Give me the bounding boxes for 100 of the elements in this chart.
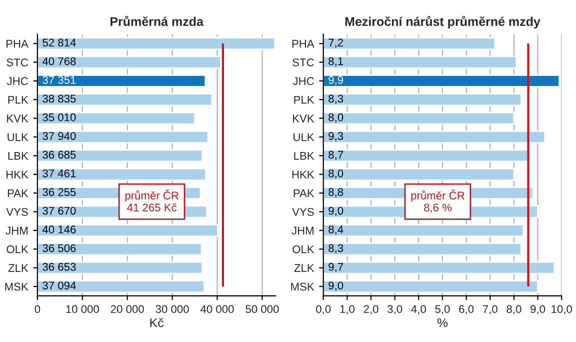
- bar: [37, 74, 206, 88]
- data-label: 8,7: [328, 150, 343, 160]
- data-label: 36 255: [42, 188, 76, 196]
- x-tick-label: 2,0: [364, 305, 378, 314]
- chart-title: Meziroční nárůst průměrné mzdy: [345, 16, 540, 28]
- data-label: 9,0: [328, 206, 344, 216]
- y-tick-label: HKK: [6, 170, 28, 178]
- data-label: 36 653: [42, 262, 76, 271]
- y-tick-label: OLK: [292, 245, 314, 254]
- bar: [37, 280, 205, 293]
- x-tick-label: 8,0: [506, 305, 522, 314]
- data-label: 8,3: [328, 244, 344, 254]
- bar: [37, 224, 219, 237]
- bar: [37, 112, 196, 125]
- bar: [323, 168, 515, 181]
- x-tick-label: 10 000: [66, 305, 99, 314]
- x-tick-label: 5,0: [435, 305, 450, 314]
- x-tick-label: 9,0: [530, 305, 546, 314]
- y-tick-label: JHM: [292, 226, 314, 235]
- data-label: 36 685: [42, 150, 76, 159]
- y-tick-label: KVK: [7, 114, 28, 122]
- y-tick-label: JHC: [292, 77, 314, 86]
- data-label: 37 461: [42, 169, 76, 178]
- data-label: 9,7: [328, 262, 343, 272]
- bar: [37, 37, 276, 50]
- data-label: 37 940: [42, 132, 76, 140]
- bar: [323, 37, 496, 50]
- y-tick-label: PLK: [294, 96, 314, 104]
- data-label: 7,2: [328, 38, 343, 48]
- data-label: 37 351: [42, 76, 76, 84]
- bar: [37, 130, 209, 144]
- y-tick-label: LBK: [8, 152, 28, 160]
- bar: [323, 242, 522, 256]
- y-tick-label: MSK: [5, 282, 28, 291]
- y-tick-label: VYS: [6, 208, 28, 216]
- y-tick-label: ZLK: [8, 264, 28, 272]
- x-tick-label: 6,0: [459, 305, 474, 314]
- data-label: 8,3: [328, 94, 344, 104]
- data-label: 9,9: [328, 76, 344, 86]
- y-tick-label: STC: [6, 58, 28, 66]
- y-tick-label: KVK: [292, 114, 314, 122]
- y-tick-label: PHA: [6, 40, 28, 48]
- bar: [323, 149, 532, 162]
- data-label: 37 670: [42, 206, 76, 215]
- bar: [37, 56, 222, 69]
- data-label: 35 010: [42, 113, 76, 122]
- x-tick-label: 4,0: [411, 305, 426, 314]
- x-tick-label: 50 000: [246, 305, 279, 314]
- x-tick-label: 20 000: [110, 305, 144, 314]
- y-tick-label: HKK: [292, 170, 314, 178]
- data-label: 9,3: [328, 132, 344, 142]
- y-tick-label: PHA: [292, 40, 314, 48]
- x-axis-title: %: [437, 318, 448, 328]
- x-tick-label: 40 000: [200, 305, 234, 314]
- data-label: 40 768: [42, 57, 76, 66]
- data-label: 8,8: [328, 188, 344, 198]
- x-axis-title: Kč: [150, 318, 164, 328]
- y-tick-label: PAK: [8, 189, 28, 198]
- bar: [37, 93, 213, 106]
- y-tick-label: ZLK: [294, 264, 314, 272]
- data-label: 40 146: [42, 226, 76, 234]
- y-tick-label: JHM: [6, 226, 28, 235]
- y-tick-label: PAK: [294, 189, 314, 198]
- ref-line-label: průměr ČR 8,6 %: [411, 190, 464, 213]
- y-tick-label: JHC: [6, 77, 28, 86]
- x-tick-label: 0: [34, 305, 40, 314]
- data-label: 37 094: [42, 282, 76, 290]
- x-tick-label: 10,0: [552, 305, 572, 314]
- y-tick-label: ULK: [294, 133, 314, 142]
- ref-line-label: průměr ČR 41 265 Kč: [125, 190, 178, 212]
- x-tick-label: 3,0: [388, 305, 402, 314]
- bar: [37, 242, 202, 256]
- y-tick-label: VYS: [292, 208, 314, 216]
- bar: [323, 112, 515, 125]
- data-label: 9,0: [328, 282, 344, 291]
- bar: [37, 149, 204, 162]
- bar: [323, 74, 560, 88]
- bar: [323, 93, 522, 106]
- data-label: 38 835: [42, 94, 76, 103]
- y-tick-label: PLK: [8, 96, 28, 104]
- y-tick-label: OLK: [6, 245, 28, 254]
- data-label: 36 506: [42, 244, 76, 252]
- data-label: 8,0: [328, 113, 344, 123]
- x-tick-label: 7,0: [482, 305, 498, 314]
- bar: [323, 130, 546, 144]
- y-tick-label: MSK: [291, 282, 314, 291]
- chart-title: Průměrná mzda: [110, 16, 204, 26]
- data-label: 8,1: [328, 57, 344, 67]
- x-tick-label: 1,0: [340, 305, 354, 314]
- bar: [323, 261, 556, 274]
- x-tick-label: 0,0: [316, 305, 331, 314]
- x-tick-label: 30 000: [156, 305, 189, 314]
- y-tick-label: LBK: [294, 152, 314, 160]
- data-label: 8,0: [328, 169, 344, 179]
- y-tick-label: ULK: [8, 133, 28, 142]
- bar: [323, 280, 538, 293]
- bar: [323, 224, 524, 237]
- bar: [323, 56, 518, 69]
- bar: [37, 168, 207, 181]
- data-label: 52 814: [42, 38, 76, 47]
